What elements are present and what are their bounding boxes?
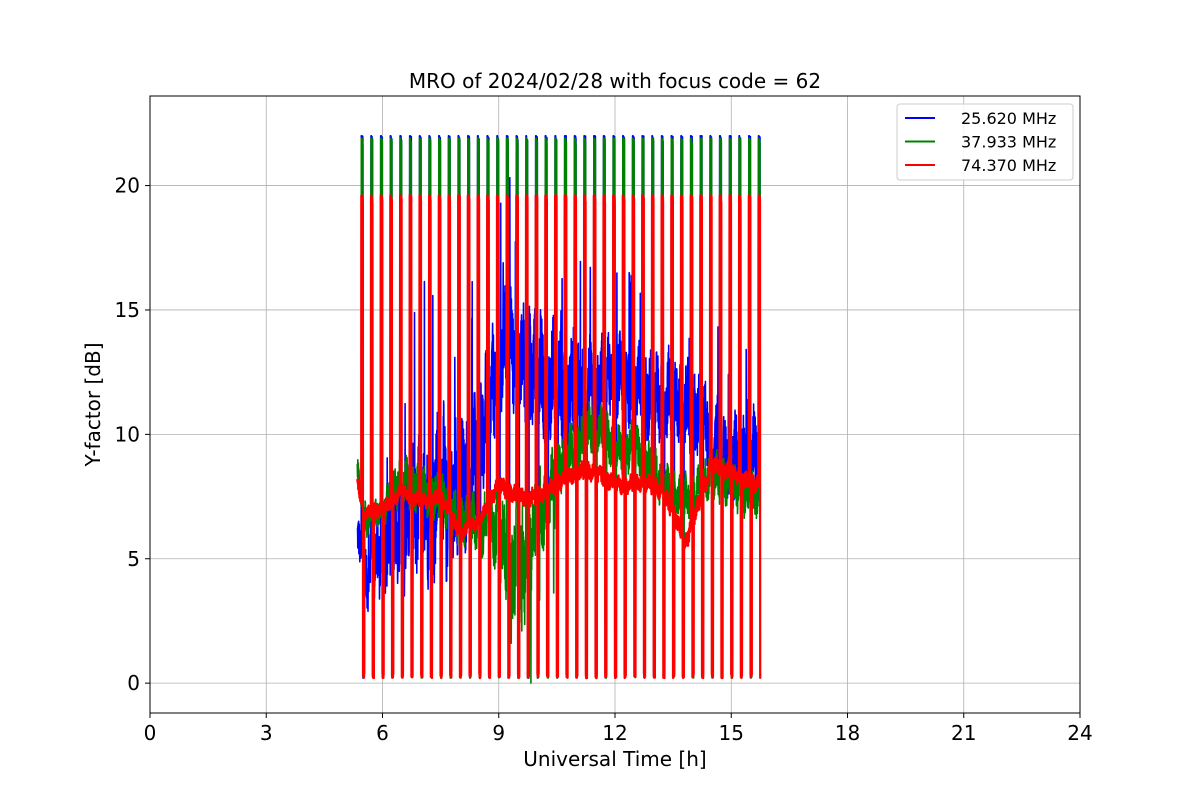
y-tick-label: 15 bbox=[115, 298, 140, 322]
y-tick-label: 10 bbox=[115, 422, 140, 446]
y-tick-label: 5 bbox=[127, 547, 140, 571]
legend: 25.620 MHz 37.933 MHz 74.370 MHz bbox=[896, 103, 1074, 181]
x-tick-label: 24 bbox=[1067, 721, 1092, 745]
legend-label: 74.370 MHz bbox=[961, 156, 1056, 175]
legend-label: 25.620 MHz bbox=[961, 109, 1056, 128]
y-tick-label: 20 bbox=[115, 174, 140, 198]
x-tick-label: 3 bbox=[260, 721, 273, 745]
x-tick-label: 6 bbox=[376, 721, 389, 745]
chart-title: MRO of 2024/02/28 with focus code = 62 bbox=[409, 69, 821, 93]
series-line-3 bbox=[356, 194, 762, 680]
x-tick-label: 0 bbox=[144, 721, 157, 745]
x-tick-label: 15 bbox=[719, 721, 744, 745]
y-tick-label: 0 bbox=[127, 671, 140, 695]
x-tick-label: 12 bbox=[602, 721, 627, 745]
x-tick-label: 21 bbox=[951, 721, 976, 745]
x-tick-label: 18 bbox=[835, 721, 860, 745]
x-axis-label: Universal Time [h] bbox=[523, 747, 706, 771]
series-layer bbox=[356, 135, 762, 684]
legend-label: 37.933 MHz bbox=[961, 133, 1056, 152]
x-tick-label: 9 bbox=[492, 721, 505, 745]
y-axis-label: Y-factor [dB] bbox=[81, 342, 105, 467]
legend-box bbox=[896, 103, 1074, 181]
ticks: 0 3 6 9 12 15 18 21 24 0 5 10 15 20 bbox=[115, 174, 1093, 745]
